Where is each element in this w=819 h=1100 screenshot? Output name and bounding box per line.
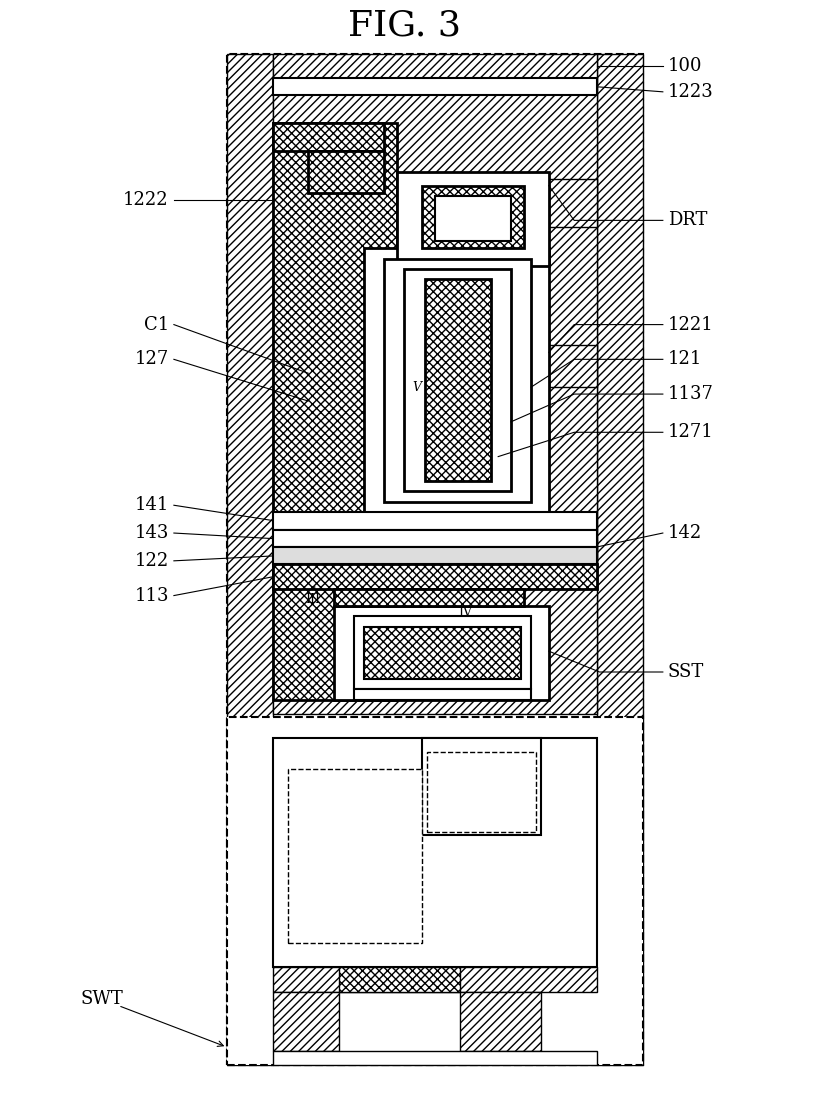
Bar — [273, 529, 597, 547]
Bar — [425, 279, 491, 481]
Bar — [549, 345, 597, 387]
Text: 127: 127 — [134, 350, 169, 368]
Bar — [273, 54, 597, 78]
Bar — [422, 186, 523, 249]
Text: 1223: 1223 — [668, 82, 713, 101]
Bar — [273, 991, 338, 1050]
Text: IV: IV — [459, 606, 473, 619]
Text: 113: 113 — [134, 586, 169, 605]
Bar — [273, 547, 597, 564]
Bar — [338, 967, 460, 991]
Text: 1221: 1221 — [668, 316, 713, 333]
Text: V: V — [413, 381, 422, 394]
Bar — [422, 738, 541, 835]
Bar — [428, 752, 536, 832]
Text: 122: 122 — [134, 552, 169, 570]
Bar — [288, 769, 422, 943]
Bar — [405, 270, 511, 492]
Text: 143: 143 — [134, 524, 169, 542]
Text: 1222: 1222 — [123, 190, 169, 209]
Bar — [364, 249, 549, 513]
Bar — [273, 78, 597, 714]
Bar — [227, 54, 643, 1065]
Bar — [273, 564, 597, 589]
Text: DRT: DRT — [668, 211, 708, 230]
Bar — [333, 606, 549, 700]
Bar — [597, 54, 643, 1065]
Bar — [549, 178, 597, 228]
Text: SWT: SWT — [80, 990, 123, 1008]
Text: 1137: 1137 — [668, 385, 714, 403]
Bar — [227, 54, 273, 1065]
Bar — [273, 513, 597, 529]
Bar — [364, 627, 521, 679]
Text: 142: 142 — [668, 524, 702, 542]
Bar — [333, 588, 523, 606]
Text: 1271: 1271 — [668, 424, 713, 441]
Bar — [273, 123, 384, 151]
Bar — [384, 258, 531, 502]
Bar — [273, 123, 397, 700]
Bar — [273, 1050, 597, 1065]
Text: III: III — [305, 593, 321, 605]
Bar — [397, 172, 549, 265]
Bar — [460, 991, 541, 1050]
Text: SST: SST — [668, 663, 704, 681]
Bar — [354, 690, 531, 700]
Text: ': ' — [478, 600, 482, 613]
Bar — [227, 717, 643, 1065]
Text: 141: 141 — [134, 496, 169, 514]
Bar — [549, 540, 597, 568]
Bar — [435, 196, 511, 241]
Text: ': ' — [313, 586, 317, 600]
Bar — [354, 616, 531, 690]
Text: 100: 100 — [668, 57, 703, 75]
Text: 121: 121 — [668, 350, 702, 368]
Bar — [308, 151, 384, 192]
Text: FIG. 3: FIG. 3 — [348, 9, 461, 43]
Bar — [273, 967, 597, 991]
Bar — [273, 738, 597, 967]
Text: C1: C1 — [143, 316, 169, 333]
Bar — [273, 78, 597, 96]
